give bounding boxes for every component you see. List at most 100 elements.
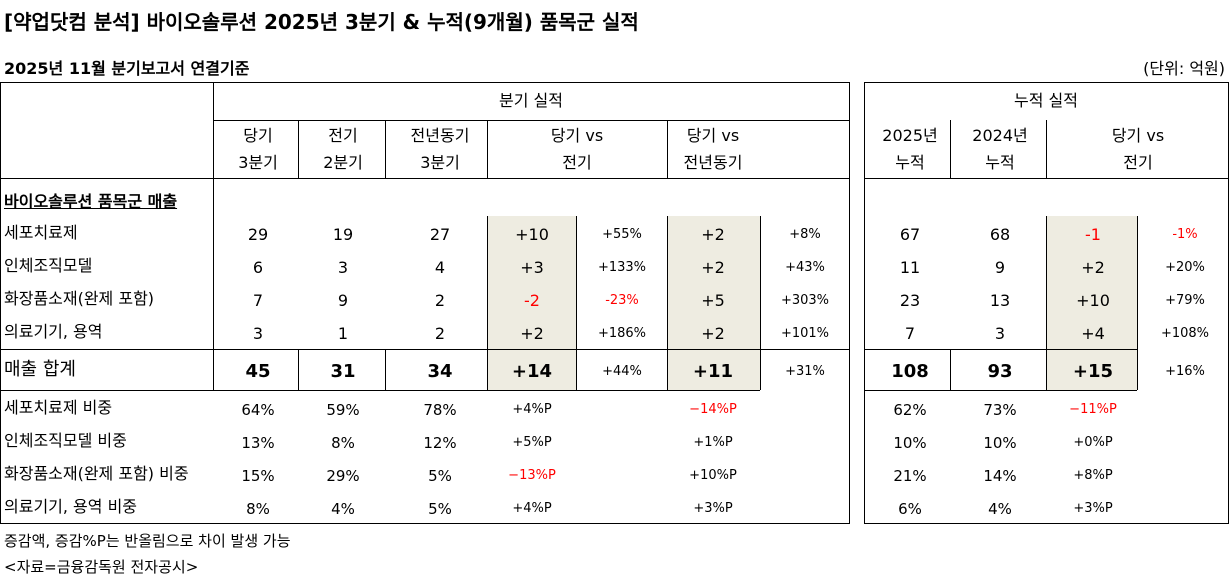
table-cell: 4 <box>434 258 446 277</box>
row-label: 인체조직모델 <box>4 256 93 275</box>
total-cell: +31% <box>785 364 825 379</box>
divider <box>0 178 850 179</box>
ratio-cell: 78% <box>423 401 457 419</box>
total-cell: +44% <box>602 364 642 379</box>
divider <box>864 178 1229 179</box>
column-header: 3분기 <box>238 153 278 172</box>
table-cell: 9 <box>994 258 1006 277</box>
quarter-group-label: 분기 실적 <box>499 91 563 110</box>
table-cell: 3 <box>337 258 349 277</box>
table-cell: 11 <box>899 258 921 277</box>
ratio-cell: 12% <box>423 434 457 452</box>
divider <box>667 120 668 178</box>
section-label: 바이오솔루션 품목군 매출 <box>4 192 178 211</box>
table-cell: 9 <box>337 291 349 310</box>
table-cell: +10 <box>1076 291 1110 310</box>
divider <box>864 349 1137 350</box>
divider <box>0 390 760 391</box>
divider <box>1137 349 1138 390</box>
ratio-cell: +4%P <box>512 402 552 417</box>
shaded-column <box>1046 216 1137 390</box>
divider <box>213 82 214 390</box>
ratio-cell: 5% <box>428 467 452 485</box>
table-cell: 7 <box>252 291 264 310</box>
total-cell: 34 <box>427 361 453 382</box>
footnote: 증감액, 증감%P는 반올림으로 차이 발생 가능 <box>4 532 291 550</box>
column-header: 당기 vs <box>1111 126 1165 145</box>
ratio-label: 의료기기, 용역 비중 <box>4 497 138 516</box>
table-cell: 13 <box>989 291 1011 310</box>
column-header: 3분기 <box>420 153 460 172</box>
shaded-column <box>667 216 760 390</box>
divider <box>760 216 761 349</box>
table-cell: 27 <box>429 225 451 244</box>
table-cell: 6 <box>252 258 264 277</box>
column-header: 전기 <box>328 126 358 145</box>
table-cell: 2 <box>434 324 446 343</box>
ratio-cell: +3%P <box>693 501 733 516</box>
ratio-cell: 10% <box>893 434 927 452</box>
ratio-cell: −13%P <box>508 468 556 483</box>
divider <box>1046 349 1047 390</box>
total-cell: +15 <box>1072 361 1114 382</box>
shaded-column <box>487 216 576 390</box>
divider <box>576 216 577 349</box>
table-cell: -23% <box>605 293 639 308</box>
divider <box>864 390 1137 391</box>
divider <box>1046 216 1047 349</box>
ratio-cell: 6% <box>898 500 922 518</box>
table-cell: +101% <box>780 326 830 341</box>
unit-label: (단위: 억원) <box>1143 59 1225 78</box>
ratio-cell: −14%P <box>689 402 737 417</box>
ratio-cell: 73% <box>983 401 1017 419</box>
divider <box>487 216 488 349</box>
column-header: 당기 vs <box>550 126 604 145</box>
row-label: 의료기기, 용역 <box>4 322 103 341</box>
table-cell: 29 <box>247 225 269 244</box>
table-cell: +303% <box>780 293 830 308</box>
column-header: 전년동기 <box>683 153 743 172</box>
ratio-cell: 8% <box>246 500 270 518</box>
total-cell: 108 <box>891 361 929 382</box>
table-cell: +108% <box>1160 326 1210 341</box>
page-title: [약업닷컴 분석] 바이오솔루션 2025년 3분기 & 누적(9개월) 품목군… <box>4 10 639 34</box>
divider <box>1137 216 1138 349</box>
divider <box>950 120 951 178</box>
divider <box>667 216 668 349</box>
ratio-cell: +8%P <box>1073 468 1113 483</box>
divider <box>385 349 386 390</box>
column-header: 당기 <box>243 126 273 145</box>
table-cell: +20% <box>1165 260 1205 275</box>
total-cell: +11 <box>692 361 734 382</box>
row-label: 화장품소재(완제 포함) <box>4 289 155 308</box>
table-cell: +4 <box>1081 324 1105 343</box>
table-cell: +79% <box>1165 293 1205 308</box>
divider <box>576 349 577 390</box>
column-header: 당기 vs <box>686 126 740 145</box>
row-label: 세포치료제 <box>4 223 78 242</box>
ratio-cell: +10%P <box>689 468 737 483</box>
ratio-cell: 10% <box>983 434 1017 452</box>
divider <box>950 349 951 390</box>
table-cell: 7 <box>904 324 916 343</box>
divider <box>385 120 386 178</box>
source-note: <자료=금융감독원 전자공시> <box>4 558 199 576</box>
divider <box>760 349 761 390</box>
ratio-cell: 4% <box>988 500 1012 518</box>
ratio-cell: +1%P <box>693 435 733 450</box>
column-header: 2분기 <box>323 153 363 172</box>
ratio-cell: +4%P <box>512 501 552 516</box>
table-cell: +5 <box>701 291 725 310</box>
ratio-cell: +5%P <box>512 435 552 450</box>
ratio-cell: 15% <box>241 467 275 485</box>
divider <box>487 349 488 390</box>
table-cell: +133% <box>597 260 647 275</box>
ratio-cell: 62% <box>893 401 927 419</box>
table-cell: +186% <box>597 326 647 341</box>
ratio-cell: 13% <box>241 434 275 452</box>
table-cell: +10 <box>515 225 549 244</box>
quarter-box <box>0 82 850 524</box>
table-cell: +2 <box>520 324 544 343</box>
ratio-label: 세포치료제 비중 <box>4 398 113 417</box>
total-cell: +16% <box>1165 364 1205 379</box>
